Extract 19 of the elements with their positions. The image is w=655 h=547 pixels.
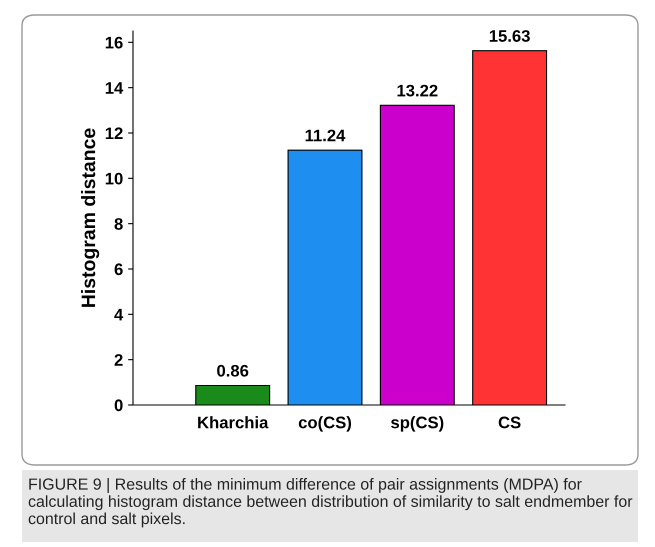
y-tick-label: 14 bbox=[106, 82, 124, 94]
data-label: 15.63 bbox=[490, 30, 530, 42]
x-tick-label: Kharchia bbox=[198, 416, 268, 428]
x-tick-label: co(CS) bbox=[298, 416, 352, 432]
y-tick-label: 16 bbox=[106, 36, 123, 49]
y-tick-label: 8 bbox=[114, 218, 123, 230]
y-tick-label: 2 bbox=[114, 354, 123, 366]
caption: FIGURE 9 | Results of the minimum difference of pair assignments (MDPA) for calculating histogram distance between distribution of similarity to salt endmember for control and salt pixels. bbox=[28, 478, 632, 528]
x-tick-label: sp(CS) bbox=[391, 416, 444, 432]
y-tick-label: 10 bbox=[106, 172, 123, 185]
y-axis-title: Histogram distance bbox=[80, 128, 100, 307]
y-tick-label: 12 bbox=[106, 127, 123, 140]
y-tick-label: 0 bbox=[114, 399, 123, 412]
data-label: 13.22 bbox=[398, 84, 438, 97]
y-tick-label: 6 bbox=[114, 263, 123, 276]
data-label: 0.86 bbox=[217, 364, 248, 377]
data-label: 11.24 bbox=[306, 130, 346, 142]
y-tick-label: 4 bbox=[114, 308, 124, 320]
x-tick-label: CS bbox=[498, 416, 521, 428]
